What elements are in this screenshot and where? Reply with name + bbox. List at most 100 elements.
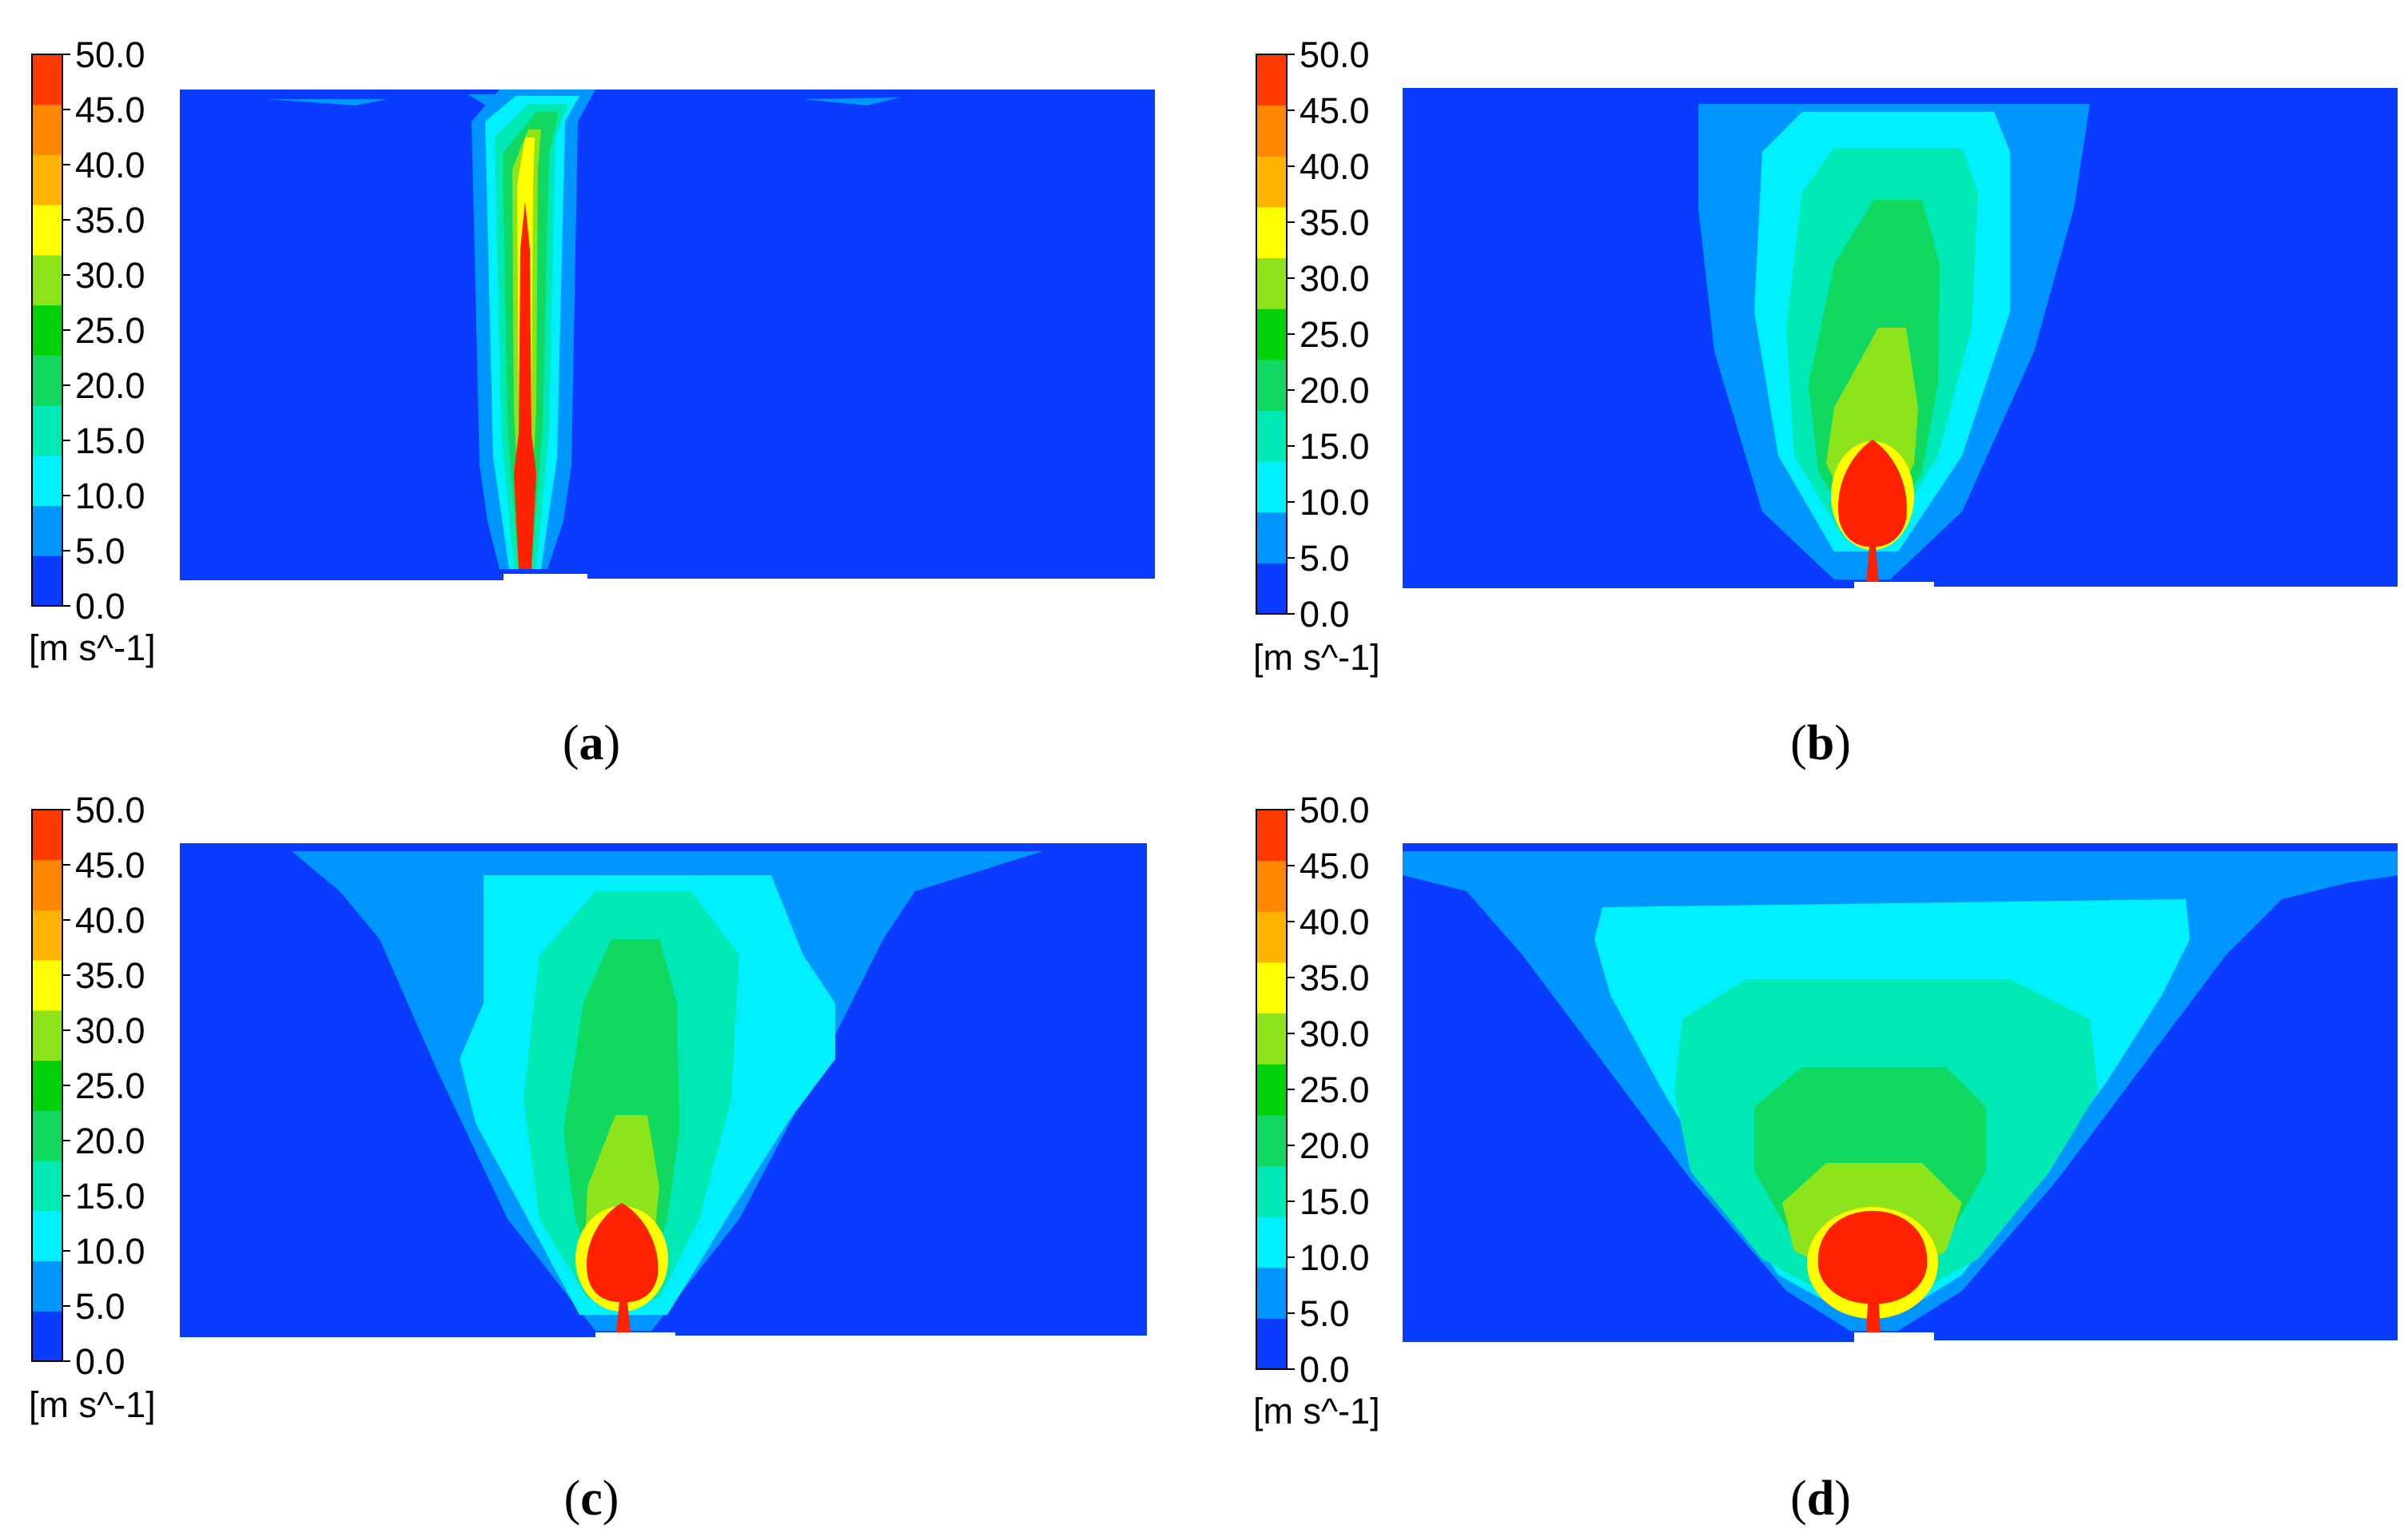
panel-d-floor-right bbox=[1934, 1340, 2398, 1347]
panel-b-colorbar-ticks: 50.0 45.0 40.0 35.0 30.0 25.0 20.0 15.0 10.0 5.0 0… bbox=[1287, 34, 1370, 635]
panel-c-unit-label: [m s^-1] bbox=[29, 1384, 156, 1425]
panel-a-colorbar-band bbox=[32, 505, 62, 556]
panel-a-floor-left bbox=[180, 580, 503, 587]
panel-a-colorbar-tick-label: 30.0 bbox=[75, 255, 145, 296]
panel-b-colorbar-tick-label: 45.0 bbox=[1300, 90, 1370, 131]
panel-d-colorbar-band bbox=[1256, 1267, 1287, 1319]
panel-d-colorbar-band bbox=[1256, 1064, 1287, 1116]
panel-b-colorbar-tick-label: 40.0 bbox=[1300, 146, 1370, 187]
panel-d-colorbar-band bbox=[1256, 1318, 1287, 1370]
panel-c-colorbar-band bbox=[32, 1060, 62, 1111]
panel-b-colorbar-band bbox=[1256, 461, 1287, 513]
panel-d-colorbar-tick-label: 5.0 bbox=[1300, 1293, 1350, 1334]
panel-b-colorbar-tick-label: 25.0 bbox=[1300, 314, 1370, 355]
panel-c-colorbar-tick-label: 45.0 bbox=[75, 845, 145, 886]
panel-b-unit-label: [m s^-1] bbox=[1253, 637, 1380, 678]
panel-d-caption-letter: d bbox=[1807, 1471, 1834, 1526]
panel-c-colorbar-tick-label: 5.0 bbox=[75, 1286, 125, 1327]
panel-b-colorbar-band bbox=[1256, 359, 1287, 411]
panel-b-colorbar: 50.0 45.0 40.0 35.0 30.0 25.0 20.0 15.0 10.0 5.0 0… bbox=[1253, 34, 1380, 678]
panel-a-inlet bbox=[503, 574, 587, 585]
panel-b-colorbar-band bbox=[1256, 156, 1287, 208]
panel-c-colorbar-ticks: 50.0 45.0 40.0 35.0 30.0 25.0 20.0 15.0 10.0 5.0 0… bbox=[62, 790, 145, 1382]
panel-a-colorbar-band bbox=[32, 455, 62, 507]
panel-c-colorbar-band bbox=[32, 810, 62, 861]
panel-a-unit-label: [m s^-1] bbox=[29, 627, 156, 668]
panel-a-colorbar-tick-label: 0.0 bbox=[75, 586, 125, 627]
panel-c-inlet bbox=[595, 1332, 675, 1340]
panel-d-colorbar-tick-label: 30.0 bbox=[1300, 1013, 1370, 1054]
panel-a-colorbar-band bbox=[32, 104, 62, 155]
panel-c-colorbar: 50.0 45.0 40.0 35.0 30.0 25.0 20.0 15.0 10.0 5.0 0… bbox=[29, 790, 156, 1425]
panel-a-colorbar-band bbox=[32, 154, 62, 205]
panel-a-colorbar-band bbox=[32, 205, 62, 256]
panel-b-inlet bbox=[1854, 582, 1934, 591]
panel-a-contour-plot bbox=[180, 90, 1155, 587]
panel-b-colorbar-bands bbox=[1256, 54, 1287, 615]
panel-d-colorbar-band bbox=[1256, 1114, 1287, 1166]
panel-a-colorbar-tick-label: 40.0 bbox=[75, 145, 145, 185]
panel-b-core bbox=[1838, 440, 1907, 583]
panel-b-colorbar-band bbox=[1256, 257, 1287, 309]
panel-b-colorbar-tick-label: 0.0 bbox=[1300, 594, 1350, 635]
panel-b-colorbar-band bbox=[1256, 410, 1287, 462]
panel-a-jet-core bbox=[514, 201, 536, 569]
panel-b-colorbar-band bbox=[1256, 309, 1287, 360]
panel-a-colorbar-tick-label: 20.0 bbox=[75, 365, 145, 406]
panel-d-colorbar-ticks: 50.0 45.0 40.0 35.0 30.0 25.0 20.0 15.0 10.0 5.0 0… bbox=[1287, 790, 1370, 1390]
panel-d-colorbar-tick-label: 40.0 bbox=[1300, 902, 1370, 942]
panel-c-colorbar-band bbox=[32, 1311, 62, 1362]
panel-a: 50.0 45.0 40.0 35.0 30.0 25.0 20.0 15.0 10.0 5.0 0… bbox=[29, 34, 1155, 770]
panel-c-colorbar-band bbox=[32, 1161, 62, 1212]
panel-c-colorbar-tick-label: 10.0 bbox=[75, 1231, 145, 1272]
panel-c-colorbar-band bbox=[32, 1110, 62, 1161]
panel-d-colorbar-band bbox=[1256, 1013, 1287, 1065]
panel-c-colorbar-tick-label: 20.0 bbox=[75, 1121, 145, 1161]
panel-d-inlet bbox=[1854, 1332, 1934, 1347]
panel-c-floor-right bbox=[675, 1336, 1147, 1340]
panel-b-colorbar-tick-label: 30.0 bbox=[1300, 258, 1370, 299]
panel-d-core bbox=[1817, 1211, 1928, 1336]
panel-d-colorbar-tick-label: 25.0 bbox=[1300, 1069, 1370, 1110]
panel-a-colorbar-ticks: 50.0 45.0 40.0 35.0 30.0 25.0 20.0 15.0 10.0 5.0 0… bbox=[62, 34, 145, 627]
panel-d-colorbar-tick-label: 35.0 bbox=[1300, 958, 1370, 998]
panel-a-domain bbox=[180, 90, 1155, 585]
panel-c-colorbar-tick-label: 25.0 bbox=[75, 1065, 145, 1106]
panel-a-caption-letter: a bbox=[579, 716, 604, 770]
panel-b-colorbar-band bbox=[1256, 105, 1287, 157]
panel-d-colorbar-tick-label: 10.0 bbox=[1300, 1237, 1370, 1278]
panel-a-colorbar-tick-label: 35.0 bbox=[75, 200, 145, 241]
panel-d-colorbar-tick-label: 50.0 bbox=[1300, 790, 1370, 830]
panel-d-colorbar-band bbox=[1256, 962, 1287, 1014]
panel-c-colorbar-band bbox=[32, 1260, 62, 1312]
panel-a-colorbar-band bbox=[32, 355, 62, 406]
panel-b-floor-left bbox=[1403, 588, 1854, 593]
panel-d-floor-left bbox=[1403, 1342, 1854, 1347]
panel-d-unit-label: [m s^-1] bbox=[1253, 1391, 1380, 1431]
panel-c-caption: (c) bbox=[564, 1471, 619, 1526]
panel-c-colorbar-band bbox=[32, 859, 62, 910]
panel-c-colorbar-tick-label: 15.0 bbox=[75, 1176, 145, 1216]
panel-a-colorbar-band bbox=[32, 405, 62, 456]
panel-a-colorbar-tick-label: 5.0 bbox=[75, 531, 125, 571]
panel-c-colorbar-bands bbox=[32, 810, 62, 1362]
panel-c-colorbar-tick-label: 40.0 bbox=[75, 900, 145, 941]
panel-a-colorbar-tick-label: 50.0 bbox=[75, 34, 145, 75]
panel-a-colorbar-band bbox=[32, 54, 62, 106]
panel-a-colorbar-tick-label: 10.0 bbox=[75, 476, 145, 516]
panel-b-colorbar-tick-label: 35.0 bbox=[1300, 202, 1370, 243]
panel-a-colorbar-bands bbox=[32, 54, 62, 607]
panel-c-colorbar-tick-label: 0.0 bbox=[75, 1341, 125, 1382]
panel-a-colorbar-band bbox=[32, 555, 62, 607]
panel-d-colorbar-bands bbox=[1256, 810, 1287, 1370]
panel-a-colorbar-tick-label: 45.0 bbox=[75, 90, 145, 130]
panel-b-caption: (b) bbox=[1790, 716, 1851, 770]
panel-b-colorbar-tick-label: 5.0 bbox=[1300, 538, 1350, 579]
panel-d-colorbar-band bbox=[1256, 911, 1287, 963]
panel-d-colorbar-band bbox=[1256, 860, 1287, 912]
panel-b-caption-letter: b bbox=[1807, 716, 1834, 770]
panel-c-colorbar-band bbox=[32, 960, 62, 1011]
panel-c-colorbar-tick-label: 50.0 bbox=[75, 790, 145, 830]
panel-b-floor-right bbox=[1934, 587, 2398, 593]
panel-a-floor-right bbox=[587, 579, 1155, 587]
